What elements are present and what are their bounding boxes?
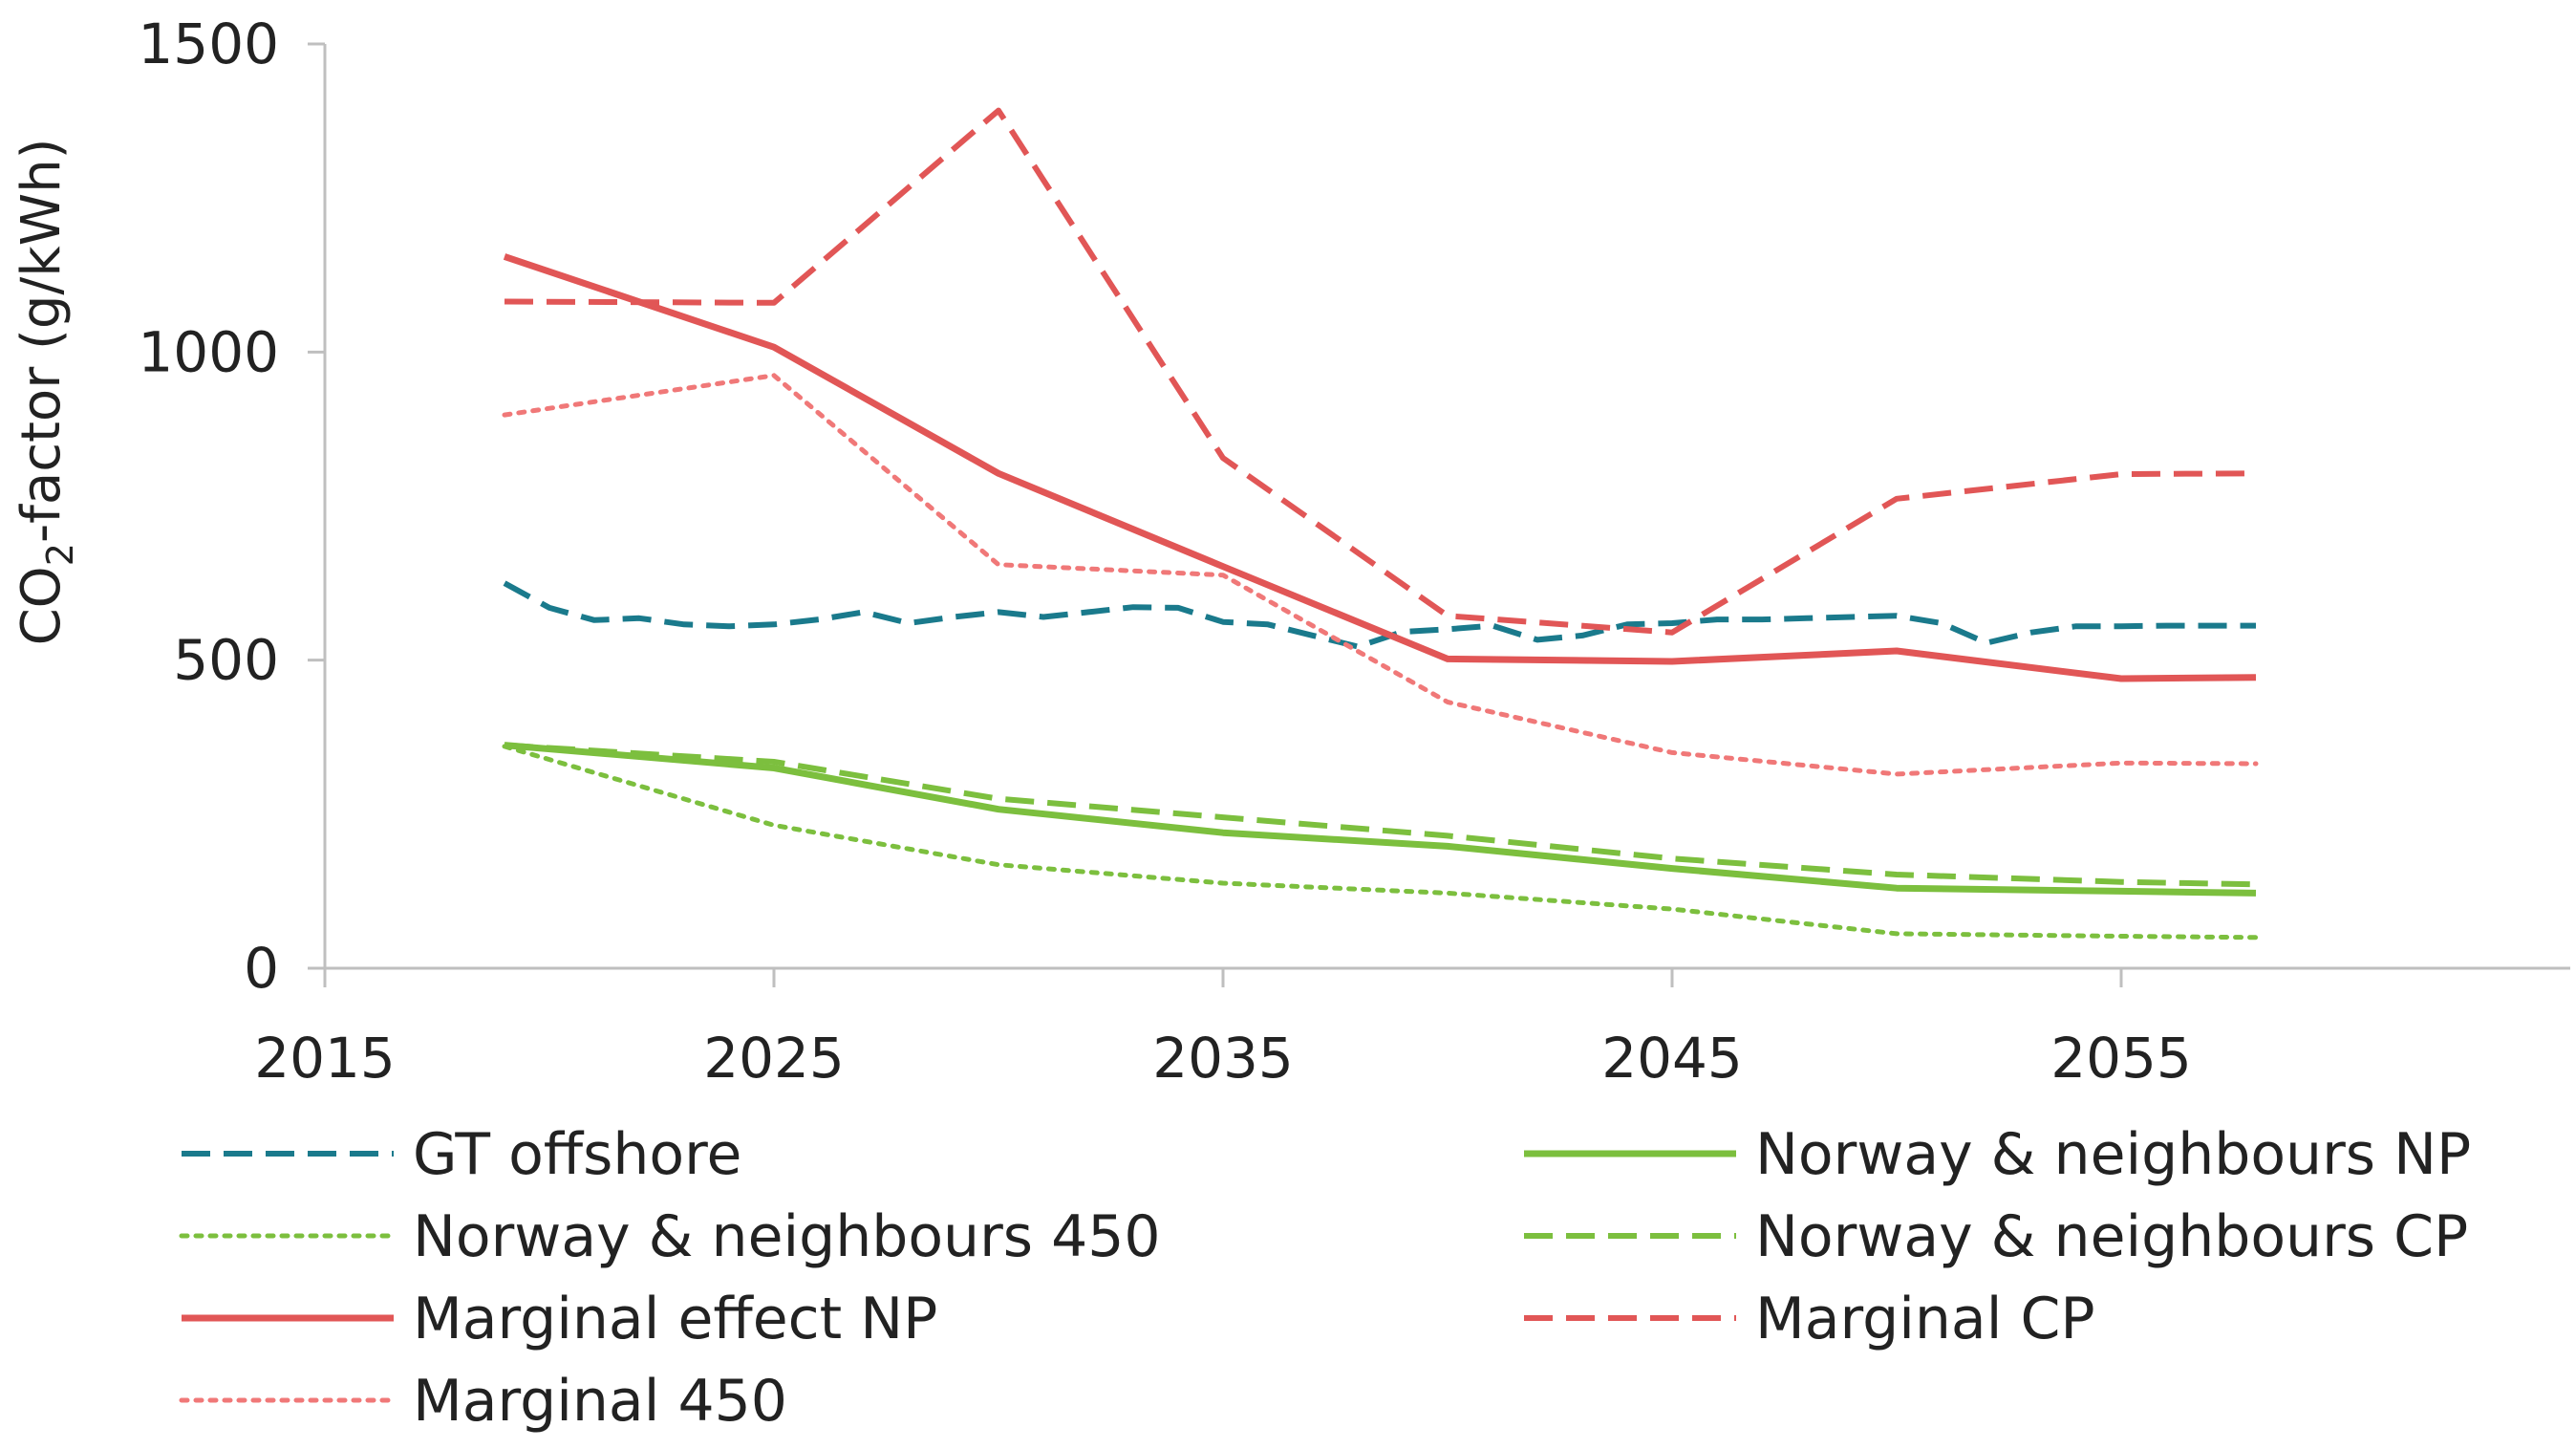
legend-label: Marginal 450 [413,1368,787,1435]
legend-label: GT offshore [413,1121,741,1188]
series-line-gt-offshore [503,580,2256,650]
x-tick-label: 2055 [2050,1026,2192,1091]
y-tick-label: 1500 [138,11,279,76]
y-axis-title-subscript: 2 [39,543,81,566]
legend-label: Marginal CP [1755,1286,2095,1352]
legend-label: Norway & neighbours 450 [413,1203,1161,1270]
series-line-norway-neighbours-450 [502,744,2259,941]
x-tick-label: 2045 [1601,1026,1743,1091]
x-tick-label: 2015 [254,1026,396,1091]
axis-ticks: 0 500 1000 1500 2015 2025 2035 2045 2055 [138,11,2191,1091]
y-tick-label: 1000 [138,319,279,384]
x-tick-label: 2035 [1152,1026,1294,1091]
y-axis-title-suffix: -factor (g/kWh) [11,139,73,543]
axes [323,44,2570,970]
y-tick-label: 0 [244,936,279,1001]
legend-label: Norway & neighbours CP [1755,1203,2468,1270]
series-line-marginal-effect-np [503,253,2257,682]
legend: GT offshore Norway & neighbours NP Norway … [179,1121,2471,1435]
series-line-norway-neighbours-np [504,742,2257,897]
series-line-marginal-cp [504,107,2257,636]
legend-label: Marginal effect NP [413,1286,937,1352]
x-tick-label: 2025 [703,1026,845,1091]
y-axis-title: CO2-factor (g/kWh) [11,139,81,646]
series-lines [502,107,2259,941]
series-line-norway-neighbours-cp [504,742,2257,888]
legend-label: Norway & neighbours NP [1755,1121,2471,1188]
series-line-marginal-450 [502,373,2259,777]
y-tick-label: 500 [173,628,279,693]
y-axis-title-prefix: CO [11,566,73,645]
